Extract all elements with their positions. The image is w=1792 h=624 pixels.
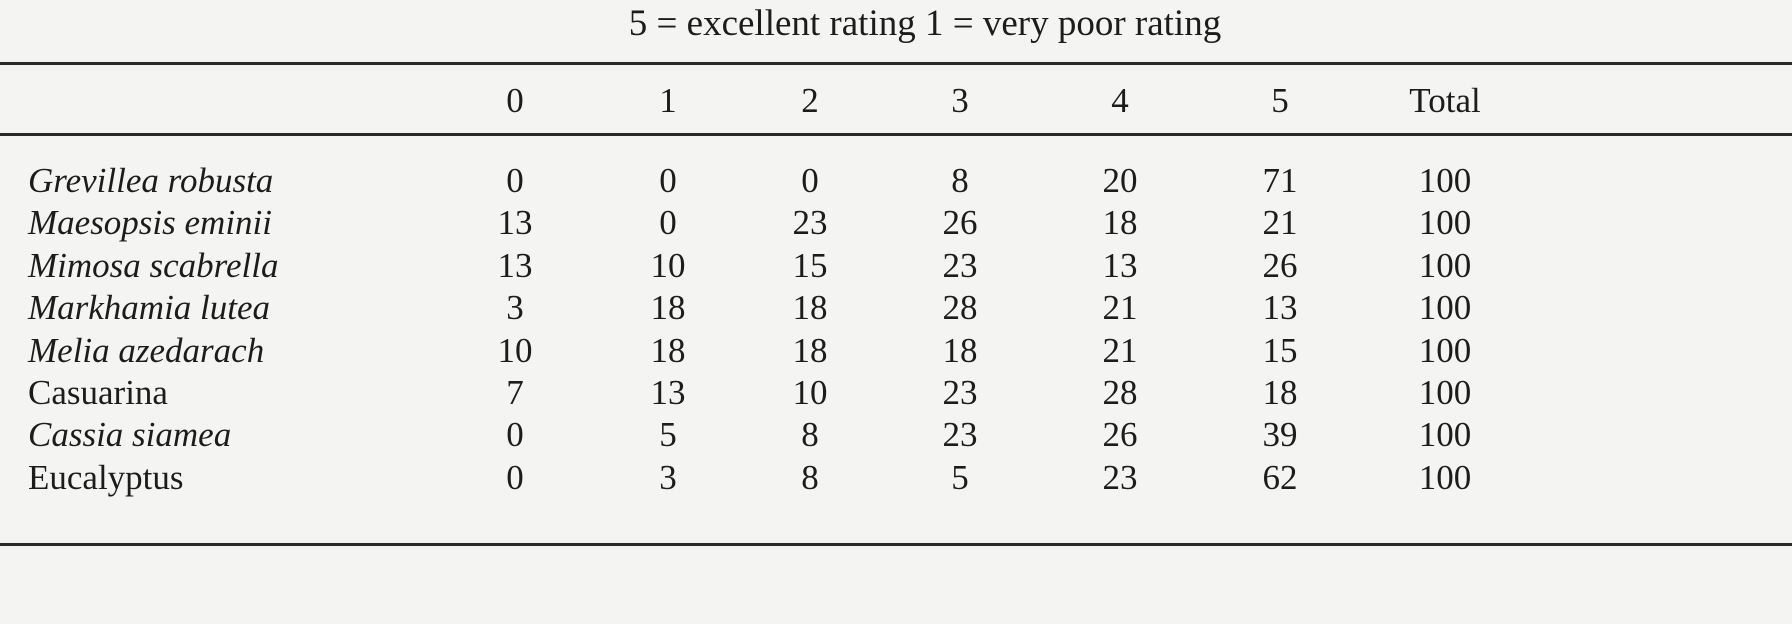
table-cell: 21 bbox=[1102, 330, 1138, 370]
table-cell: 71 bbox=[1262, 161, 1298, 200]
table-cell: 21 bbox=[1262, 203, 1298, 243]
table-cell: 13 bbox=[1262, 288, 1298, 328]
table-cell: 3 bbox=[659, 457, 677, 497]
species-name: Casuarina bbox=[28, 373, 168, 412]
table-cell: 26 bbox=[1262, 245, 1298, 285]
table-cell: 18 bbox=[792, 288, 828, 328]
table-cell: 23 bbox=[792, 203, 828, 243]
table-cell: 18 bbox=[650, 330, 686, 370]
top-rule bbox=[0, 62, 1792, 65]
table-cell: 0 bbox=[506, 415, 524, 455]
table-cell: 100 bbox=[1418, 203, 1472, 243]
table-cell: 62 bbox=[1262, 457, 1298, 497]
table-cell: 3 bbox=[506, 288, 524, 328]
table-caption: 5 = excellent rating 1 = very poor ratin… bbox=[628, 3, 1222, 44]
species-name: Markhamia lutea bbox=[28, 288, 271, 328]
table-cell: 10 bbox=[650, 245, 686, 285]
column-header: 2 bbox=[801, 81, 819, 120]
column-header: 4 bbox=[1111, 81, 1129, 120]
table-cell: 5 bbox=[659, 415, 677, 455]
table-cell: 15 bbox=[1262, 330, 1298, 370]
species-name: Cassia siamea bbox=[28, 415, 232, 455]
table-cell: 18 bbox=[942, 330, 978, 370]
table-cell: 100 bbox=[1418, 288, 1472, 328]
table-cell: 0 bbox=[659, 203, 677, 243]
table-cell: 23 bbox=[942, 415, 978, 455]
table-cell: 26 bbox=[1102, 415, 1138, 455]
species-name: Grevillea robusta bbox=[28, 161, 274, 200]
table-cell: 28 bbox=[1102, 373, 1138, 412]
table-cell: 23 bbox=[942, 373, 978, 412]
species-name: Melia azedarach bbox=[28, 330, 265, 370]
table-cell: 0 bbox=[506, 161, 524, 200]
table-cell: 100 bbox=[1418, 330, 1472, 370]
column-header: 1 bbox=[659, 81, 677, 120]
table-cell: 26 bbox=[942, 203, 978, 243]
table-cell: 20 bbox=[1102, 161, 1138, 200]
table-cell: 0 bbox=[659, 161, 677, 200]
table-cell: 5 bbox=[951, 457, 969, 497]
bottom-rule bbox=[0, 543, 1792, 546]
table-cell: 0 bbox=[801, 161, 819, 200]
table-cell: 8 bbox=[801, 415, 819, 455]
table-cell: 8 bbox=[951, 161, 969, 200]
table-cell: 13 bbox=[497, 245, 533, 285]
table-cell: 8 bbox=[801, 457, 819, 497]
column-header: 5 bbox=[1271, 81, 1289, 120]
table-cell: 100 bbox=[1418, 245, 1472, 285]
table-cell: 21 bbox=[1102, 288, 1138, 328]
table-cell: 100 bbox=[1418, 457, 1472, 497]
table-cell: 0 bbox=[506, 457, 524, 497]
species-name: Eucalyptus bbox=[28, 457, 184, 497]
column-header: Total bbox=[1409, 81, 1481, 120]
table-cell: 18 bbox=[792, 330, 828, 370]
table-cell: 100 bbox=[1418, 161, 1472, 200]
table-cell: 10 bbox=[497, 330, 533, 370]
table-cell: 23 bbox=[942, 245, 978, 285]
table-cell: 7 bbox=[506, 373, 524, 412]
table-cell: 100 bbox=[1418, 415, 1472, 455]
table-cell: 23 bbox=[1102, 457, 1138, 497]
species-name: Mimosa scabrella bbox=[28, 245, 279, 285]
table-cell: 13 bbox=[497, 203, 533, 243]
table-cell: 28 bbox=[942, 288, 978, 328]
table-cell: 13 bbox=[650, 373, 686, 412]
table-cell: 15 bbox=[792, 245, 828, 285]
table-cell: 100 bbox=[1418, 373, 1472, 412]
column-header: 0 bbox=[506, 81, 524, 120]
species-name: Maesopsis eminii bbox=[28, 203, 273, 243]
table-cell: 39 bbox=[1262, 415, 1298, 455]
table-cell: 13 bbox=[1102, 245, 1138, 285]
table-cell: 18 bbox=[1102, 203, 1138, 243]
table-cell: 10 bbox=[792, 373, 828, 412]
table-cell: 18 bbox=[1262, 373, 1298, 412]
header-rule bbox=[0, 133, 1792, 136]
table-cell: 18 bbox=[650, 288, 686, 328]
column-header: 3 bbox=[951, 81, 969, 120]
